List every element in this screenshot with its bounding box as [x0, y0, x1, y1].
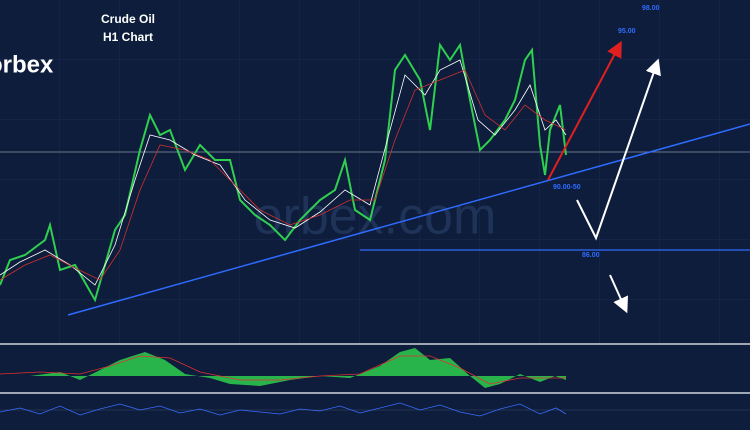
trendline: [67, 123, 750, 316]
macd-signal: [0, 355, 566, 385]
level-label: 98.00: [642, 5, 660, 12]
level-label: 86.00: [582, 252, 600, 259]
macd-histogram: [0, 348, 566, 388]
grid: [0, 0, 750, 343]
arrow-down-white: [609, 274, 628, 314]
subtitle: H1 Chart: [103, 30, 153, 44]
moving-average-slow: [0, 69, 567, 281]
title: Crude Oil: [101, 12, 155, 26]
logo: orbex: [0, 51, 54, 78]
level-label: 95.00: [618, 28, 636, 35]
arrow-white-path: [576, 58, 661, 241]
arrow-up-red: [547, 40, 622, 181]
moving-average: [0, 59, 567, 286]
rsi-line: [0, 402, 567, 417]
level-label: 90.00-50: [553, 184, 581, 191]
